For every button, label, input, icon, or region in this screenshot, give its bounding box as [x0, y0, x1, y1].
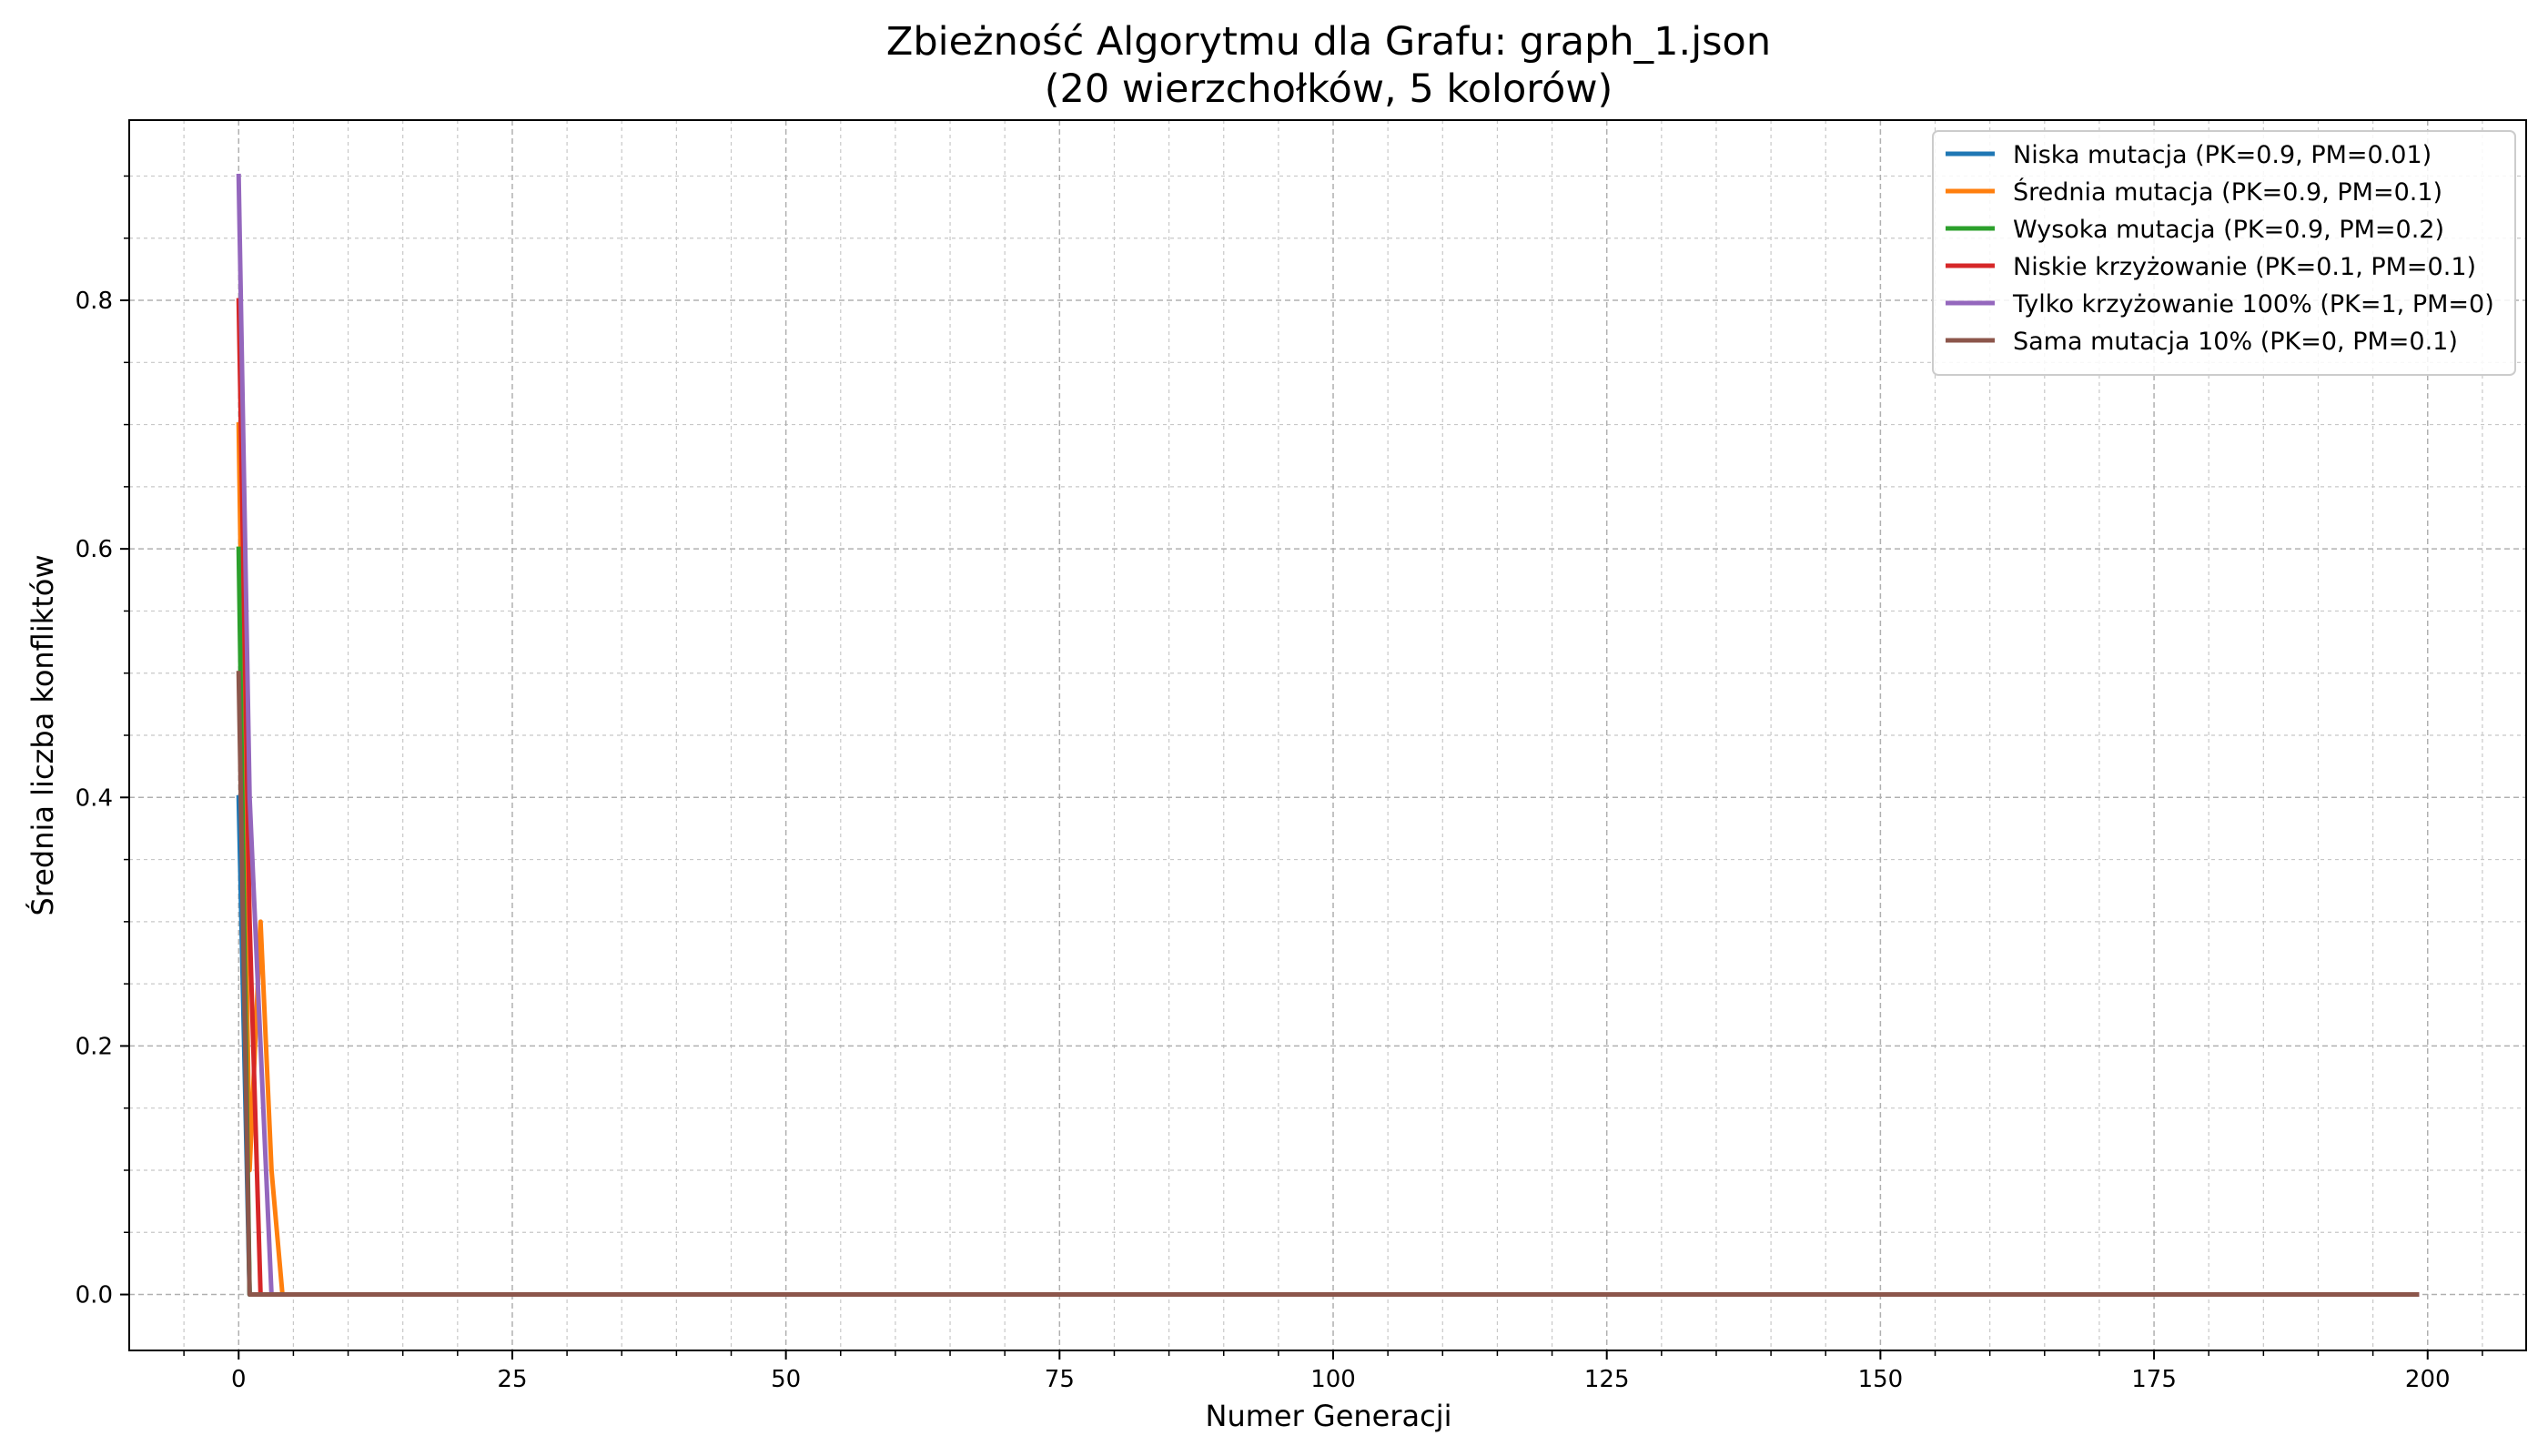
legend-box: [1932, 130, 2516, 376]
legend-items: Niska mutacja (PK=0.9, PM=0.01) Średnia m…: [1946, 141, 2494, 356]
y-tick-label: 0.8: [76, 288, 113, 315]
chart-subtitle: (20 wierzchołków, 5 kolorów): [1045, 66, 1613, 112]
legend: Niska mutacja (PK=0.9, PM=0.01) Średnia m…: [1932, 130, 2516, 376]
chart-title: Zbieżność Algorytmu dla Grafu: graph_1.j…: [886, 19, 1771, 65]
legend-label-6: Sama mutacja 10% (PK=0, PM=0.1): [2013, 328, 2458, 356]
x-axis-ticks: 0 25 50 75 100 125 150 175 200: [183, 1350, 2483, 1393]
y-axis-ticks: 0.0 0.2 0.4 0.6 0.8: [76, 175, 129, 1309]
y-tick-label: 0.6: [76, 536, 113, 563]
x-tick-label: 25: [497, 1366, 527, 1393]
x-axis-label: Numer Generacji: [1206, 1399, 1452, 1433]
x-tick-label: 125: [1584, 1366, 1630, 1393]
legend-label-5: Tylko krzyżowanie 100% (PK=1, PM=0): [2012, 290, 2494, 318]
y-tick-label: 0.4: [76, 784, 113, 812]
x-tick-label: 150: [1858, 1366, 1904, 1393]
legend-label-3: Wysoka mutacja (PK=0.9, PM=0.2): [2013, 216, 2444, 244]
y-axis-label: Średnia liczba konfliktów: [25, 554, 60, 915]
x-tick-label: 200: [2405, 1366, 2451, 1393]
legend-label-2: Średnia mutacja (PK=0.9, PM=0.1): [2013, 177, 2442, 207]
x-tick-label: 175: [2131, 1366, 2177, 1393]
x-tick-label: 50: [771, 1366, 801, 1393]
x-tick-label: 100: [1310, 1366, 1356, 1393]
legend-label-1: Niska mutacja (PK=0.9, PM=0.01): [2013, 141, 2432, 169]
x-tick-label: 0: [231, 1366, 247, 1393]
legend-label-4: Niskie krzyżowanie (PK=0.1, PM=0.1): [2013, 253, 2476, 281]
y-tick-label: 0.2: [76, 1033, 113, 1060]
y-tick-label: 0.0: [76, 1282, 113, 1309]
x-tick-label: 75: [1045, 1366, 1075, 1393]
series-lines: [236, 173, 2420, 1298]
series-line-6: [236, 671, 2420, 1298]
plot-area: [236, 173, 2420, 1298]
